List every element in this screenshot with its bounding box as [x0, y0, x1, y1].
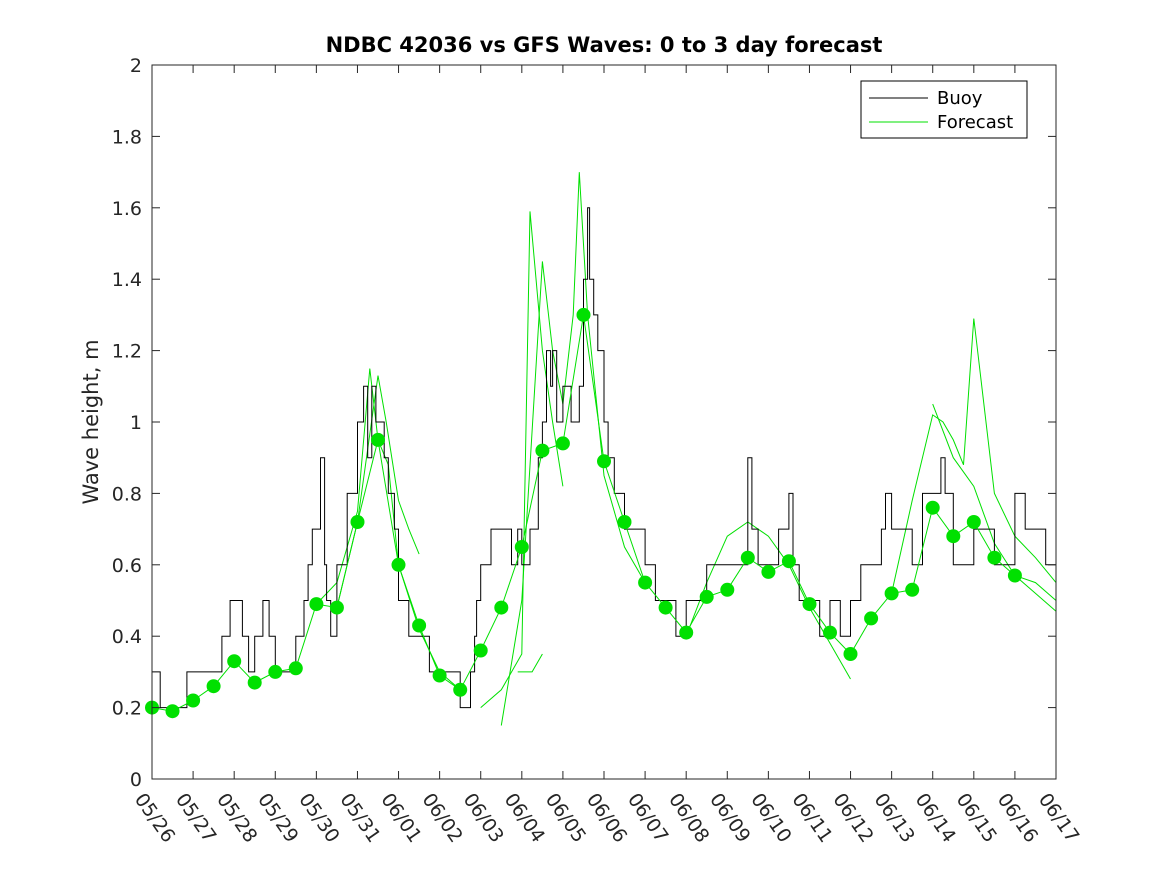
forecast-point [350, 515, 365, 529]
legend-forecast-label: Forecast [937, 112, 1013, 133]
forecast-point [720, 582, 735, 597]
forecast-point [679, 625, 694, 640]
forecast-point [987, 550, 1002, 565]
forecast-point [946, 529, 961, 544]
y-axis-label: Wave height, m [79, 339, 103, 504]
forecast-point [206, 679, 221, 694]
y-tick-label: 0.4 [112, 626, 142, 648]
buoy-series-line [152, 207, 1056, 709]
forecast-point [864, 611, 879, 626]
y-tick-label: 0.6 [112, 555, 142, 577]
y-tick-label: 1.2 [112, 341, 142, 363]
forecast-point [329, 600, 344, 615]
forecast-point [391, 557, 406, 572]
forecast-point [843, 647, 858, 661]
forecast-run-line-2 [480, 211, 564, 708]
forecast-point [268, 664, 283, 679]
forecast-point [453, 682, 468, 697]
forecast-run-line-3 [500, 172, 646, 726]
forecast-point [823, 625, 837, 640]
forecast-point [535, 443, 550, 458]
plot-area [145, 172, 1057, 726]
forecast-point [925, 500, 940, 515]
y-tick-label: 0.8 [112, 483, 142, 505]
y-tick-label: 1.6 [112, 198, 142, 220]
forecast-point [781, 554, 796, 569]
y-tick-label: 1.8 [112, 126, 142, 148]
forecast-point [309, 597, 324, 612]
forecast-run-line-4 [517, 653, 543, 673]
forecast-point [884, 586, 899, 601]
forecast-point [555, 436, 570, 451]
forecast-point [288, 661, 303, 676]
forecast-point [247, 675, 262, 690]
forecast-point [186, 693, 201, 708]
forecast-point [412, 618, 427, 633]
forecast-point [371, 432, 385, 447]
y-tick-label: 2 [130, 55, 142, 77]
forecast-point [740, 550, 755, 565]
forecast-point [494, 600, 509, 615]
y-tick-label: 0 [130, 769, 142, 791]
y-tick-label: 0.2 [112, 698, 142, 720]
forecast-point [617, 515, 632, 529]
forecast-point [966, 515, 981, 529]
forecast-point [638, 575, 653, 590]
chart-title: NDBC 42036 vs GFS Waves: 0 to 3 day fore… [326, 33, 883, 57]
forecast-point [514, 540, 529, 554]
forecast-point [761, 564, 776, 579]
forecast-point [432, 668, 447, 683]
forecast-point [699, 589, 714, 604]
y-tick-label: 1 [130, 412, 142, 434]
legend: Buoy Forecast [860, 80, 1028, 139]
legend-buoy-label: Buoy [937, 88, 983, 109]
forecast-point [165, 704, 180, 719]
y-tick-label: 1.4 [112, 269, 142, 291]
forecast-point [576, 307, 591, 322]
forecast-point [227, 654, 242, 669]
forecast-run-line-6 [891, 318, 1057, 594]
legend-box [860, 80, 1028, 139]
forecast-point [1007, 568, 1022, 583]
forecast-point [473, 643, 488, 658]
forecast-point [658, 600, 673, 615]
forecast-point [597, 454, 611, 469]
forecast-point [905, 582, 920, 597]
forecast-point [802, 597, 817, 612]
